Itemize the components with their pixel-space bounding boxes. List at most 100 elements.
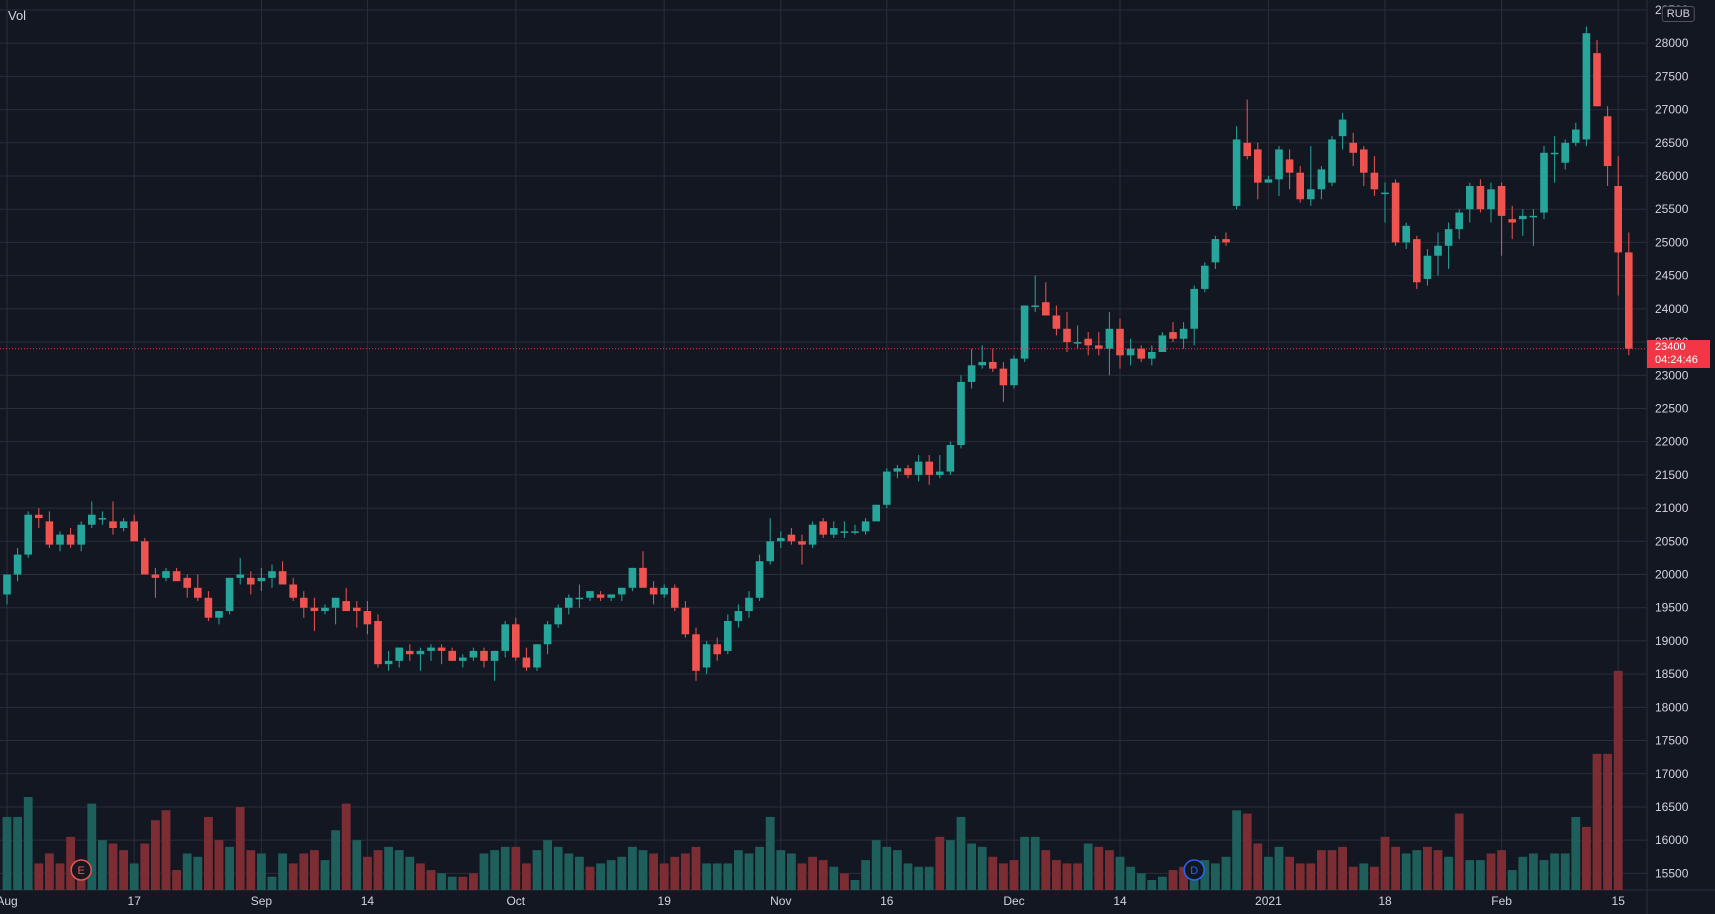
volume-bar (649, 853, 658, 890)
volume-bar (681, 853, 690, 890)
candle-body (999, 368, 1008, 386)
price-tick-label: 19000 (1655, 634, 1689, 648)
currency-badge[interactable]: RUB (1661, 6, 1695, 22)
candle-body (766, 541, 774, 562)
volume-bar (161, 810, 171, 890)
candle-body (1010, 358, 1018, 386)
candle-body (1349, 142, 1357, 153)
candle-body (777, 537, 785, 542)
candle-body (1148, 352, 1156, 359)
candle-body (183, 577, 191, 588)
volume-bar (1094, 846, 1104, 890)
volume-bar (352, 840, 362, 890)
volume-bar (564, 853, 574, 890)
candle-body (1232, 139, 1241, 206)
volume-bar (691, 846, 701, 890)
candle-body (692, 634, 700, 671)
candle-body (1455, 212, 1463, 230)
candle-body (427, 647, 435, 651)
candle-body (215, 611, 223, 618)
candle-body (384, 660, 393, 665)
volume-bar (553, 846, 563, 890)
volume-bar (818, 860, 828, 890)
volume-bar (1136, 873, 1146, 890)
price-tick-label: 19500 (1655, 601, 1689, 615)
volume-bar (1232, 810, 1241, 890)
candle-body (172, 571, 181, 582)
price-axis[interactable]: 15500 16000 16500 17000 17500 18000 18500 19000… (0, 3, 1715, 908)
volume-bar (1274, 846, 1284, 890)
candle-body (1137, 348, 1145, 359)
volume-bar (500, 846, 510, 890)
volume-bar (119, 850, 128, 890)
volume-bar (225, 846, 234, 890)
volume-bar (320, 860, 330, 890)
candle-body (713, 644, 721, 655)
volume-bar (522, 863, 531, 890)
candle-body (925, 461, 933, 475)
candle-body (978, 361, 986, 366)
price-tick-label: 18000 (1655, 700, 1689, 714)
candle-body (533, 644, 541, 668)
candle-body (437, 647, 446, 651)
candle-body (755, 561, 764, 598)
volume-bar (1030, 836, 1040, 890)
candle-body (628, 567, 637, 588)
volume-bar (1189, 880, 1199, 890)
event-marker-d[interactable] (1183, 859, 1205, 881)
volume-bar (331, 830, 340, 890)
event-marker-label: D (1190, 865, 1198, 877)
candle-body (459, 657, 467, 661)
volume-bar (1147, 880, 1157, 890)
candle-body (808, 524, 817, 545)
candle-body (618, 587, 626, 595)
volume-bar (151, 820, 160, 890)
volume-bar (617, 856, 627, 890)
price-candles (0, 26, 1647, 681)
volume-bar (1168, 870, 1178, 890)
candle-body (1201, 265, 1209, 289)
candle-body (1413, 239, 1421, 283)
event-marker-e[interactable] (70, 859, 92, 881)
candle-body (1116, 328, 1124, 356)
candle-body (1444, 229, 1453, 246)
candle-body (66, 534, 75, 545)
candle-body (1360, 149, 1368, 173)
volume-bar (458, 876, 468, 890)
volume-bar (1009, 860, 1019, 890)
volume-bar (13, 816, 22, 890)
volume-bar (946, 840, 955, 890)
time-tick-label: Oct (506, 894, 525, 908)
price-tick-label: 16500 (1655, 800, 1689, 814)
candle-body (1254, 149, 1262, 183)
candle-body (236, 574, 244, 578)
candle-body (840, 531, 849, 533)
volume-bar (447, 876, 457, 890)
volume-bar (55, 863, 65, 890)
candle-body (1031, 305, 1039, 308)
volume-bar (1317, 850, 1326, 890)
candle-body (1264, 179, 1273, 183)
price-tick-label: 22500 (1655, 401, 1689, 415)
candle-body (522, 657, 531, 668)
volume-bar (670, 856, 680, 890)
candle-body (141, 541, 149, 575)
candle-body (1190, 288, 1198, 329)
time-tick-label: 17 (128, 894, 142, 908)
volume-bar (1444, 856, 1453, 890)
candle-body (1063, 328, 1071, 343)
bar-countdown: 04:24:46 (1655, 353, 1698, 366)
volume-indicator-label[interactable]: Vol (8, 8, 27, 23)
candle-body (586, 591, 594, 598)
volume-bar (1179, 866, 1188, 890)
candle-body (1391, 182, 1400, 243)
candle-body (13, 554, 22, 575)
candle-body (957, 381, 965, 445)
volume-bar (214, 840, 224, 890)
candle-body (1307, 189, 1315, 200)
volume-bar (182, 853, 192, 890)
candle-body (35, 514, 43, 519)
time-tick-label: Feb (1491, 894, 1512, 908)
